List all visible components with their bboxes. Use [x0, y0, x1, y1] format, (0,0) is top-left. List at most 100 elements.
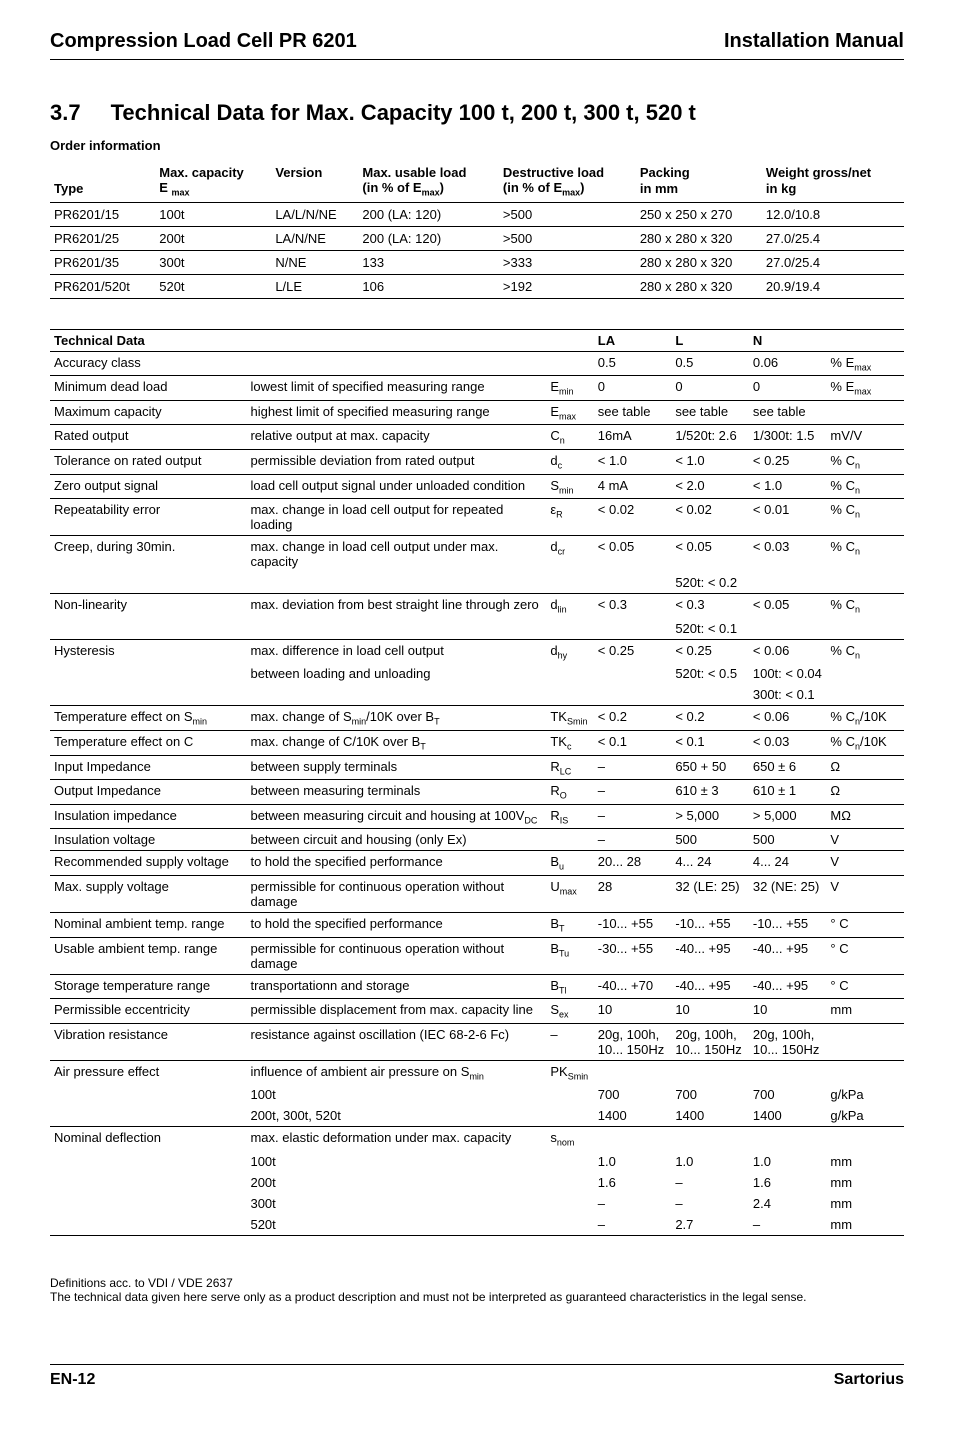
table-cell	[749, 572, 827, 594]
table-cell: Smin	[546, 474, 593, 499]
table-cell: see table	[749, 400, 827, 425]
table-cell	[594, 618, 672, 640]
table-cell: Max. supply voltage	[50, 875, 246, 912]
table-cell: 700	[749, 1084, 827, 1105]
table-cell: < 0.1	[594, 730, 672, 755]
order-info-heading: Order information	[50, 138, 904, 153]
table-cell: > 5,000	[749, 804, 827, 829]
table-cell: BT	[546, 912, 593, 937]
table-cell	[546, 1193, 593, 1214]
table-cell	[546, 351, 593, 376]
table-cell: 0	[594, 376, 672, 401]
table-cell: >192	[499, 274, 636, 298]
table-cell: Sex	[546, 999, 593, 1024]
col-packing-bot: in mm	[636, 180, 762, 202]
table-cell: RIS	[546, 804, 593, 829]
table-cell	[50, 1105, 246, 1127]
table-cell: Input Impedance	[50, 755, 246, 780]
table-cell: < 1.0	[594, 449, 672, 474]
table-cell: –	[594, 1214, 672, 1236]
table-cell: –	[671, 1193, 749, 1214]
table-cell: 0.5	[671, 351, 749, 376]
table-cell: 27.0/25.4	[762, 250, 904, 274]
table-cell	[594, 663, 672, 684]
table-row: Insulation impedancebetween measuring ci…	[50, 804, 904, 829]
table-cell: load cell output signal under unloaded c…	[246, 474, 546, 499]
brand: Sartorius	[834, 1371, 904, 1389]
table-cell: 106	[358, 274, 499, 298]
table-cell	[546, 1172, 593, 1193]
table-cell: 250 x 250 x 270	[636, 202, 762, 226]
table-row: 200t1.6–1.6mm	[50, 1172, 904, 1193]
table-cell: 10	[749, 999, 827, 1024]
footnote-2: The technical data given here serve only…	[50, 1290, 904, 1304]
table-cell	[50, 1214, 246, 1236]
table-row: 100t1.01.01.0mm	[50, 1151, 904, 1172]
table-row: Insulation voltagebetween circuit and ho…	[50, 829, 904, 851]
table-cell: % Emax	[826, 376, 904, 401]
table-cell: 100t: < 0.04	[749, 663, 827, 684]
table-cell: 0	[749, 376, 827, 401]
table-cell: 28	[594, 875, 672, 912]
table-cell: -40... +95	[671, 974, 749, 999]
table-cell: max. elastic deformation under max. capa…	[246, 1127, 546, 1151]
table-cell	[546, 829, 593, 851]
table-cell: relative output at max. capacity	[246, 425, 546, 450]
table-cell: g/kPa	[826, 1105, 904, 1127]
table-cell: V	[826, 851, 904, 876]
table-cell: 280 x 280 x 320	[636, 250, 762, 274]
table-cell: 300t	[155, 250, 271, 274]
table-cell: 27.0/25.4	[762, 226, 904, 250]
table-cell: % Cn/10K	[826, 730, 904, 755]
table-cell	[50, 1151, 246, 1172]
table-cell: permissible for continuous operation wit…	[246, 937, 546, 974]
table-cell: < 0.05	[594, 536, 672, 573]
table-row: Repeatability errormax. change in load c…	[50, 499, 904, 536]
table-cell: Repeatability error	[50, 499, 246, 536]
col-tech-la: LA	[594, 329, 672, 351]
table-cell: > 5,000	[671, 804, 749, 829]
table-cell: 20... 28	[594, 851, 672, 876]
table-cell: 10	[671, 999, 749, 1024]
table-row: Recommended supply voltageto hold the sp…	[50, 851, 904, 876]
table-cell: < 1.0	[671, 449, 749, 474]
table-cell: Zero output signal	[50, 474, 246, 499]
table-row: 520t: < 0.1	[50, 618, 904, 640]
table-cell	[546, 1105, 593, 1127]
table-cell: < 0.25	[594, 639, 672, 663]
table-cell: Minimum dead load	[50, 376, 246, 401]
table-cell: –	[594, 804, 672, 829]
table-cell: 0.5	[594, 351, 672, 376]
table-cell: 610 ± 1	[749, 780, 827, 805]
col-version-bot	[271, 180, 358, 202]
table-row: 520t–2.7–mm	[50, 1214, 904, 1236]
table-cell: Storage temperature range	[50, 974, 246, 999]
table-cell: Permissible eccentricity	[50, 999, 246, 1024]
table-cell: 10	[594, 999, 672, 1024]
table-cell: 520t: < 0.5	[671, 663, 749, 684]
col-usable-bot: (in % of Emax)	[358, 180, 499, 202]
table-cell	[594, 1127, 672, 1151]
table-cell: 1400	[671, 1105, 749, 1127]
table-cell	[671, 1127, 749, 1151]
table-row: Output Impedancebetween measuring termin…	[50, 780, 904, 805]
table-cell	[826, 572, 904, 594]
table-cell: mm	[826, 1151, 904, 1172]
table-cell: 1.0	[594, 1151, 672, 1172]
table-cell: 20g, 100h, 10... 150Hz	[749, 1023, 827, 1060]
col-tech-desc	[246, 329, 546, 351]
table-cell: Creep, during 30min.	[50, 536, 246, 573]
table-row: Maximum capacityhighest limit of specifi…	[50, 400, 904, 425]
table-cell: < 0.05	[671, 536, 749, 573]
table-cell: –	[594, 1193, 672, 1214]
table-cell: 1.0	[749, 1151, 827, 1172]
table-cell: –	[671, 1172, 749, 1193]
col-tech-unit	[826, 329, 904, 351]
table-cell: % Cn/10K	[826, 706, 904, 731]
table-cell: εR	[546, 499, 593, 536]
table-cell: Maximum capacity	[50, 400, 246, 425]
table-cell	[246, 572, 546, 594]
table-row: Temperature effect on Cmax. change of C/…	[50, 730, 904, 755]
table-cell	[50, 572, 246, 594]
table-row: Tolerance on rated outputpermissible dev…	[50, 449, 904, 474]
